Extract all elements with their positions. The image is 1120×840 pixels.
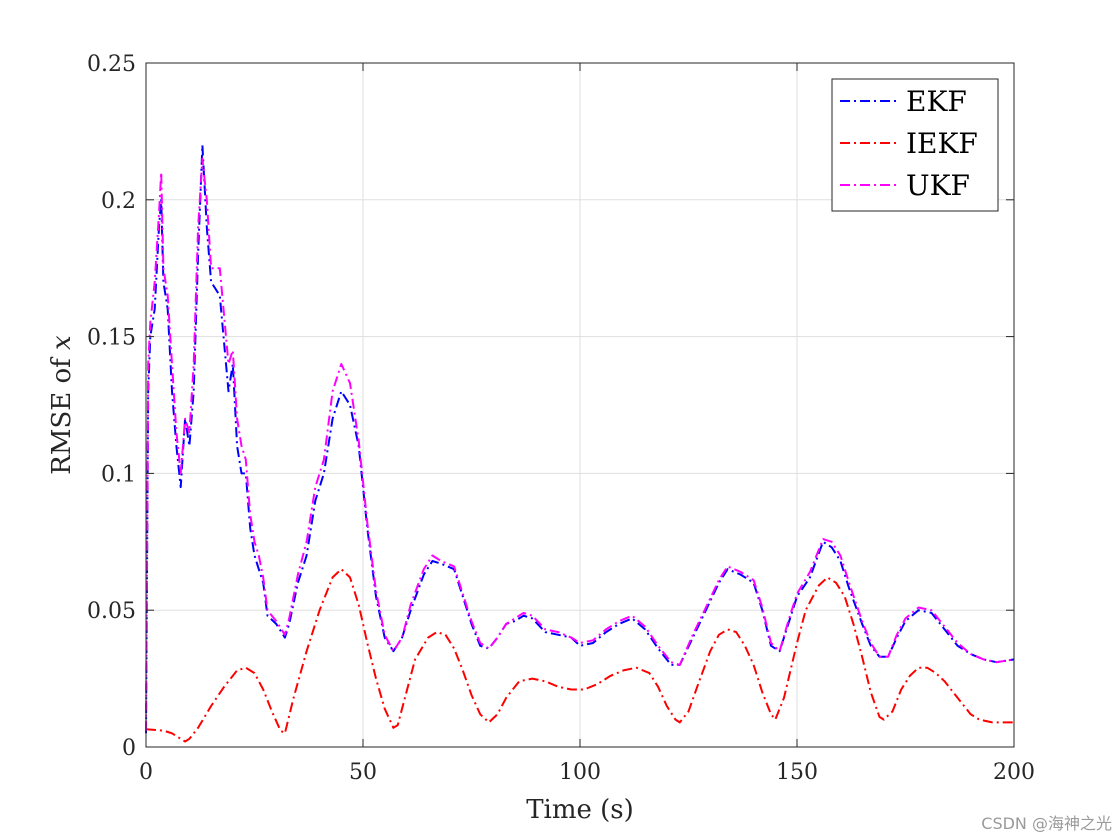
x-tick-label: 100: [559, 760, 601, 785]
series-layer: [145, 144, 1015, 743]
series-line-ukf: [145, 157, 1015, 731]
x-tick-label: 200: [993, 760, 1035, 785]
y-tick-label: 0.05: [87, 599, 136, 624]
y-tick-label: 0.2: [101, 189, 136, 214]
legend-item-ukf: UKF: [840, 169, 970, 202]
y-axis-label: RMSE of x: [47, 335, 77, 475]
legend: EKF IEKF UKF: [831, 78, 999, 212]
legend-item-ekf: EKF: [840, 85, 967, 118]
series-line-iekf: [145, 568, 1014, 743]
x-tick-label: 0: [139, 760, 153, 785]
watermark: CSDN @海神之光: [981, 814, 1112, 833]
y-tick-label: 0.1: [101, 462, 136, 487]
legend-label-iekf: IEKF: [906, 127, 978, 160]
y-axis-label-var: x: [47, 335, 77, 350]
x-tick-label: 150: [776, 760, 818, 785]
y-tick-label: 0: [122, 736, 136, 761]
legend-item-iekf: IEKF: [840, 127, 978, 160]
legend-label-ukf: UKF: [906, 169, 970, 202]
legend-label-ekf: EKF: [906, 85, 967, 118]
series-line-ekf: [145, 144, 1015, 734]
x-tick-label: 50: [349, 760, 377, 785]
y-tick-label: 0.15: [87, 326, 136, 351]
ticks: 0 50 100 150 200 0 0.05 0.1 0.15 0.2 0.25: [87, 52, 1035, 785]
legend-box: [831, 78, 999, 212]
x-axis-label: Time (s): [526, 795, 634, 825]
y-axis-label-prefix: RMSE of: [47, 350, 77, 475]
y-tick-label: 0.25: [87, 52, 136, 77]
